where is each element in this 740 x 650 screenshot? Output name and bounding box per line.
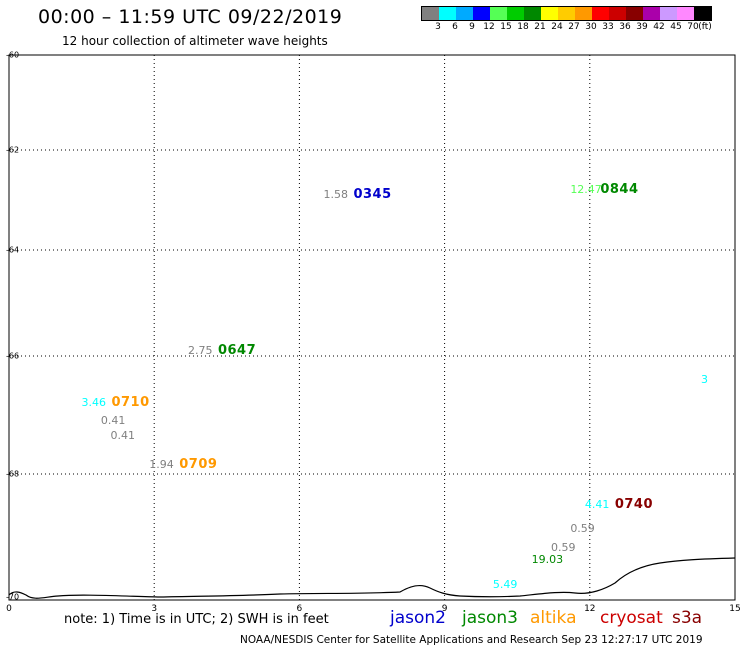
legend-jason3: jason3	[462, 608, 518, 628]
color-swatch	[609, 7, 626, 20]
color-scale-label: 45	[670, 22, 682, 32]
color-scale-label: 12	[483, 22, 495, 32]
swh-value-label: 3	[701, 372, 708, 386]
longitude-tick-label: 15	[729, 604, 740, 614]
color-scale-label: 70	[687, 22, 699, 32]
legend-altika: altika	[530, 608, 577, 628]
swh-value-label: 0.41	[100, 413, 126, 427]
color-scale-label: 30	[585, 22, 597, 32]
color-scale-label: 6	[452, 22, 458, 32]
color-swatch	[677, 7, 694, 20]
swh-value-label: 2.75	[187, 343, 213, 357]
color-swatch	[558, 7, 575, 20]
footer-credit: NOAA/NESDIS Center for Satellite Applica…	[240, 634, 703, 646]
longitude-tick-label: 6	[296, 604, 303, 614]
legend-s3a: s3a	[672, 608, 703, 628]
color-scale-label: (ft)	[698, 22, 712, 32]
latitude-tick-label: -62	[6, 145, 20, 155]
swh-value-label: 1.58	[323, 188, 348, 201]
color-scale-label: 9	[469, 22, 475, 32]
swh-value-label: 5.49	[492, 577, 518, 591]
color-scale-label: 18	[517, 22, 529, 32]
color-scale-label: 27	[568, 22, 580, 32]
color-swatch	[524, 7, 541, 20]
pass-time-label: 0709	[179, 457, 218, 473]
pass-time-label: 0844	[600, 182, 639, 197]
longitude-tick-label: 0	[6, 604, 12, 614]
color-scale-label: 36	[619, 22, 631, 32]
swh-value-label: 12.47	[570, 183, 602, 196]
longitude-tick-label: 9	[441, 604, 448, 614]
latitude-tick-label: -68	[6, 469, 20, 479]
color-scale-label: 24	[551, 22, 563, 32]
swh-value-label: 0.59	[570, 522, 595, 536]
plot-frame	[8, 54, 736, 601]
legend-jason2: jason2	[390, 608, 446, 628]
chart-subtitle: 12 hour collection of altimeter wave hei…	[62, 34, 328, 48]
color-swatch	[575, 7, 592, 20]
latitude-tick-label: -64	[6, 245, 20, 255]
pass-time-label: 0345	[353, 187, 392, 202]
color-swatch	[694, 7, 711, 20]
pass-time-label: 0647	[217, 342, 257, 358]
longitude-tick-label: 3	[151, 604, 158, 614]
color-swatch	[456, 7, 473, 20]
legend-cryosat: cryosat	[600, 608, 663, 628]
latitude-tick-label: -66	[6, 351, 20, 361]
color-swatch	[507, 7, 524, 20]
longitude-tick-label: 12	[584, 604, 596, 614]
swh-value-label: 0.59	[550, 540, 576, 554]
color-scale-label: 21	[534, 22, 546, 32]
color-scale-label: 15	[500, 22, 512, 32]
swh-value-label: 3.46	[81, 396, 106, 410]
pass-time-label: 0710	[111, 395, 150, 411]
color-swatch	[592, 7, 609, 20]
color-swatch	[490, 7, 507, 20]
color-scale-label: 3	[435, 22, 441, 32]
swh-value-label: 1.94	[149, 458, 174, 472]
color-swatch	[473, 7, 490, 20]
latitude-tick-label: -70	[6, 592, 20, 602]
chart-title: 00:00 – 11:59 UTC 09/22/2019	[38, 6, 343, 28]
color-scale-bar	[421, 6, 712, 21]
pass-time-label: 0740	[614, 496, 654, 512]
antarctic-coastline	[8, 557, 736, 599]
color-scale-label: 33	[602, 22, 614, 32]
units-note: note: 1) Time is in UTC; 2) SWH is in fe…	[64, 612, 329, 627]
color-swatch	[439, 7, 456, 20]
color-swatch	[660, 7, 677, 20]
color-scale-label: 42	[653, 22, 665, 32]
color-swatch	[541, 7, 558, 20]
swh-value-label: 19.03	[531, 553, 564, 567]
swh-value-label: 4.41	[584, 497, 610, 511]
color-swatch	[626, 7, 643, 20]
color-scale-label: 39	[636, 22, 648, 32]
color-swatch	[643, 7, 660, 20]
swh-value-label: 0.41	[110, 428, 136, 442]
color-swatch	[422, 7, 439, 20]
latitude-tick-label: -60	[6, 50, 20, 60]
